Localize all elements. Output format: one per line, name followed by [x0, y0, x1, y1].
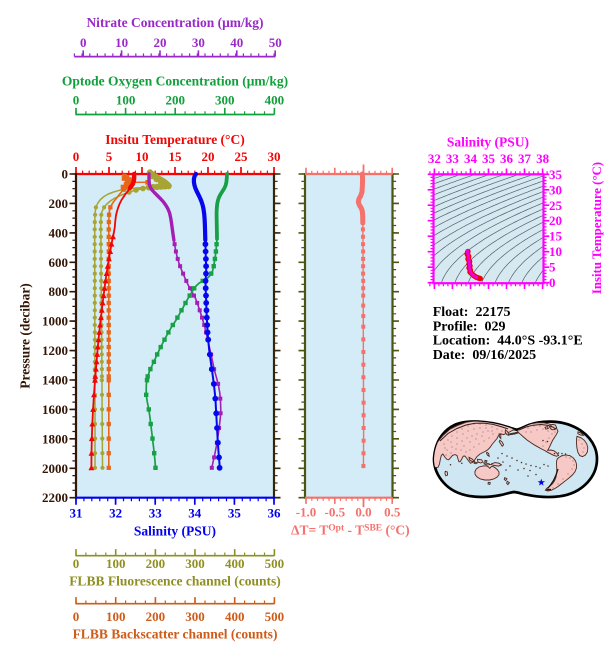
svg-text:400: 400: [265, 93, 285, 108]
svg-text:0.5: 0.5: [384, 505, 401, 520]
svg-text:32: 32: [109, 506, 122, 521]
svg-text:31: 31: [70, 506, 83, 521]
svg-text:100: 100: [116, 93, 136, 108]
svg-text:0: 0: [73, 93, 80, 108]
svg-text:1600: 1600: [42, 402, 68, 417]
svg-text:200: 200: [165, 93, 185, 108]
svg-text:0: 0: [549, 275, 556, 290]
svg-text:200: 200: [49, 196, 69, 211]
svg-text:30: 30: [192, 35, 205, 50]
svg-text:400: 400: [49, 225, 69, 240]
svg-text:300: 300: [215, 93, 235, 108]
svg-text:10: 10: [115, 35, 128, 50]
svg-text:1200: 1200: [42, 343, 68, 358]
svg-text:Optode Oxygen Concentration (μ: Optode Oxygen Concentration (μm/kg): [62, 74, 288, 89]
svg-text:Insitu Temperature (°C): Insitu Temperature (°C): [105, 132, 244, 147]
svg-text:20: 20: [202, 149, 215, 164]
svg-text:100: 100: [106, 556, 126, 571]
svg-text:800: 800: [49, 284, 69, 299]
svg-text:15: 15: [549, 229, 563, 244]
svg-text:0: 0: [80, 35, 87, 50]
svg-text:38: 38: [536, 151, 550, 166]
svg-text:36: 36: [500, 151, 514, 166]
svg-text:500: 500: [265, 556, 285, 571]
svg-text:32: 32: [428, 151, 441, 166]
svg-text:1400: 1400: [42, 373, 68, 388]
svg-text:0: 0: [73, 149, 80, 164]
svg-text:300: 300: [185, 556, 205, 571]
svg-text:15: 15: [169, 149, 183, 164]
svg-text:10: 10: [549, 244, 562, 259]
svg-text:200: 200: [146, 609, 166, 624]
svg-text:-0.5: -0.5: [325, 505, 346, 520]
svg-text:600: 600: [49, 255, 69, 270]
svg-text:40: 40: [230, 35, 243, 50]
svg-text:ΔT= TOpt - TSBE (°C): ΔT= TOpt - TSBE (°C): [291, 523, 410, 538]
svg-text:33: 33: [149, 506, 163, 521]
svg-text:Pressure (decibar): Pressure (decibar): [18, 283, 33, 389]
svg-text:35: 35: [482, 151, 496, 166]
svg-text:100: 100: [106, 609, 126, 624]
svg-text:Location: 44.0°S -93.1°E: Location: 44.0°S -93.1°E: [433, 334, 583, 349]
svg-text:36: 36: [268, 506, 282, 521]
svg-text:35: 35: [549, 167, 563, 182]
svg-text:2000: 2000: [42, 461, 68, 476]
svg-text:Salinity (PSU): Salinity (PSU): [447, 135, 529, 150]
svg-text:25: 25: [549, 198, 563, 213]
svg-text:1000: 1000: [42, 314, 68, 329]
svg-text:Salinity (PSU): Salinity (PSU): [134, 524, 216, 539]
svg-text:35: 35: [228, 506, 242, 521]
svg-text:50: 50: [269, 35, 282, 50]
svg-text:0: 0: [62, 167, 69, 182]
svg-text:34: 34: [188, 506, 202, 521]
svg-text:20: 20: [549, 213, 562, 228]
svg-text:Insitu Temperature (°C): Insitu Temperature (°C): [590, 162, 604, 294]
svg-text:0.0: 0.0: [355, 505, 371, 520]
svg-text:25: 25: [235, 149, 249, 164]
svg-text:400: 400: [225, 609, 245, 624]
svg-text:30: 30: [268, 149, 281, 164]
svg-text:1800: 1800: [42, 431, 68, 446]
svg-text:Float: 22175: Float: 22175: [433, 305, 511, 320]
svg-text:400: 400: [225, 556, 245, 571]
svg-text:5: 5: [106, 149, 113, 164]
svg-text:33: 33: [446, 151, 460, 166]
svg-text:34: 34: [464, 151, 478, 166]
svg-text:Profile: 029: Profile: 029: [433, 319, 506, 334]
svg-text:37: 37: [518, 151, 532, 166]
svg-text:0: 0: [73, 609, 80, 624]
svg-text:FLBB Backscatter channel (coun: FLBB Backscatter channel (counts): [73, 626, 278, 641]
svg-text:0: 0: [73, 556, 80, 571]
svg-text:300: 300: [185, 609, 205, 624]
svg-text:500: 500: [265, 609, 285, 624]
svg-text:Date: 09/16/2025: Date: 09/16/2025: [433, 348, 536, 363]
svg-text:10: 10: [136, 149, 149, 164]
svg-text:20: 20: [154, 35, 167, 50]
svg-text:30: 30: [549, 182, 562, 197]
svg-text:5: 5: [549, 260, 556, 275]
svg-text:FLBB Fluorescence channel (cou: FLBB Fluorescence channel (counts): [69, 574, 281, 589]
svg-text:2200: 2200: [42, 490, 68, 505]
svg-text:-1.0: -1.0: [296, 505, 317, 520]
svg-text:200: 200: [146, 556, 166, 571]
svg-text:Nitrate Concentration (μm/kg): Nitrate Concentration (μm/kg): [86, 15, 263, 30]
